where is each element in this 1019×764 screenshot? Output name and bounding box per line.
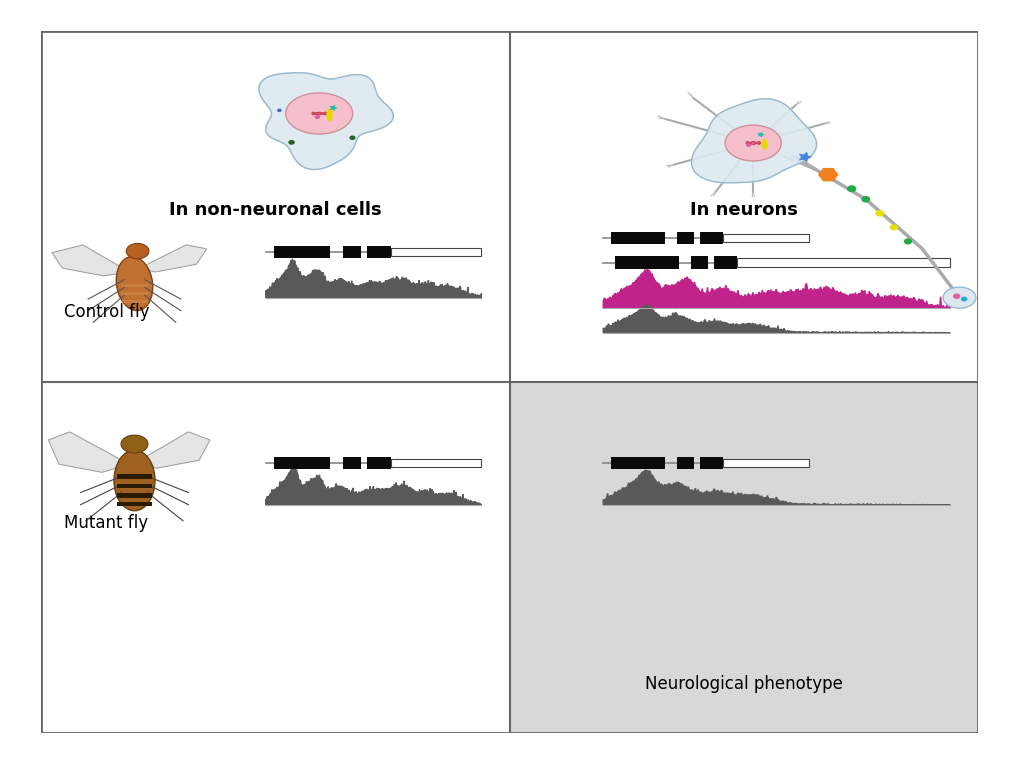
Ellipse shape [861, 196, 870, 202]
Bar [391, 248, 481, 256]
Bar [714, 256, 737, 269]
Ellipse shape [746, 143, 751, 147]
Polygon shape [259, 73, 393, 170]
Polygon shape [603, 270, 950, 308]
Bar [117, 494, 152, 498]
Bar [274, 457, 330, 469]
Bar [722, 458, 809, 467]
Text: Control fly: Control fly [63, 303, 149, 321]
Ellipse shape [126, 244, 149, 259]
Polygon shape [48, 432, 129, 472]
Text: In non-neuronal cells: In non-neuronal cells [169, 201, 381, 219]
Ellipse shape [944, 287, 976, 308]
Bar [117, 474, 152, 479]
Ellipse shape [953, 293, 961, 299]
Bar [611, 231, 665, 244]
Ellipse shape [904, 238, 912, 244]
Bar [700, 231, 722, 244]
Ellipse shape [285, 93, 353, 134]
Ellipse shape [288, 140, 294, 144]
Polygon shape [266, 259, 481, 298]
Bar [121, 299, 148, 303]
Ellipse shape [277, 108, 281, 112]
Polygon shape [329, 105, 338, 112]
Polygon shape [799, 152, 812, 163]
Bar [678, 457, 694, 469]
Polygon shape [140, 432, 210, 468]
Polygon shape [757, 131, 765, 138]
Polygon shape [52, 245, 129, 276]
Bar [700, 457, 722, 469]
Bar [274, 246, 330, 258]
Bar [367, 457, 391, 469]
Polygon shape [603, 305, 950, 333]
Ellipse shape [726, 125, 782, 161]
Polygon shape [603, 470, 950, 505]
Bar [737, 258, 950, 267]
Ellipse shape [315, 115, 320, 119]
Bar [343, 457, 361, 469]
Bar [510, 382, 978, 733]
Bar [117, 502, 152, 507]
Bar [615, 256, 679, 269]
Ellipse shape [890, 225, 898, 231]
Text: Mutant fly: Mutant fly [64, 513, 149, 532]
Ellipse shape [114, 450, 155, 510]
Text: Neurological phenotype: Neurological phenotype [645, 675, 843, 693]
Bar [121, 292, 148, 295]
Bar [367, 246, 391, 258]
Ellipse shape [121, 435, 148, 453]
Ellipse shape [326, 108, 333, 121]
Ellipse shape [761, 139, 767, 150]
Text: In neurons: In neurons [690, 201, 798, 219]
Bar [121, 284, 148, 287]
Bar [391, 458, 481, 467]
Bar [611, 457, 665, 469]
Bar [343, 246, 361, 258]
Bar [678, 231, 694, 244]
Polygon shape [692, 99, 816, 183]
Ellipse shape [350, 135, 356, 140]
Ellipse shape [116, 257, 153, 311]
Polygon shape [266, 466, 481, 505]
Bar [117, 484, 152, 488]
Bar [722, 234, 809, 242]
Ellipse shape [847, 185, 856, 193]
Polygon shape [140, 245, 207, 272]
Polygon shape [818, 168, 839, 181]
Ellipse shape [875, 210, 884, 217]
Bar [691, 256, 708, 269]
Ellipse shape [961, 296, 967, 302]
